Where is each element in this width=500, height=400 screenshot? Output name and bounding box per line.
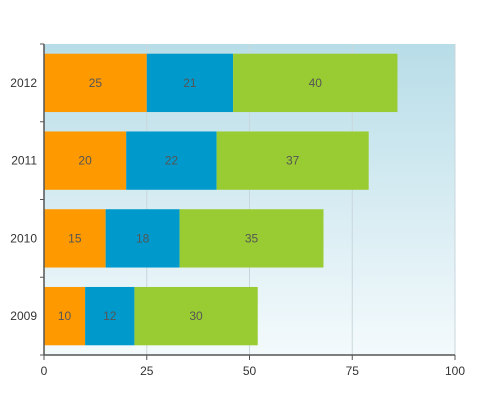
data-label: 35 [245,231,259,245]
bar-segment [216,131,369,190]
bars [44,53,398,346]
bar-segment [85,286,135,346]
data-label: 30 [189,309,203,323]
x-tick-label: 50 [243,364,257,378]
x-tick-label: 100 [445,364,465,378]
bar-segment [179,209,324,268]
data-label: 18 [136,231,150,245]
data-label: 22 [165,154,179,168]
bar-segment [146,53,234,113]
bar-segment [44,131,127,190]
data-label: 10 [58,309,72,323]
data-label: 21 [183,76,197,90]
bar-segment [44,209,106,268]
bar-segment [44,53,147,113]
bar-segment [233,53,398,113]
data-label: 12 [103,309,117,323]
y-tick-label: 2011 [11,154,37,168]
data-label: 40 [309,76,323,90]
data-label: 25 [89,76,103,90]
bar-segment [126,131,217,190]
bar-segment [105,209,180,268]
x-tick-label: 75 [346,364,360,378]
data-label: 15 [68,231,82,245]
data-label: 20 [78,154,92,168]
y-tick-label: 2010 [10,231,37,245]
y-tick-label: 2009 [10,309,37,323]
x-tick-label: 25 [140,364,154,378]
data-label: 37 [286,154,300,168]
bar-segment [44,286,86,346]
x-tick-label: 0 [41,364,48,378]
bar-segment [134,286,258,346]
y-tick-label: 2012 [10,76,37,90]
data-labels: 25 21 40 20 22 37 15 18 35 10 12 30 [58,76,322,323]
